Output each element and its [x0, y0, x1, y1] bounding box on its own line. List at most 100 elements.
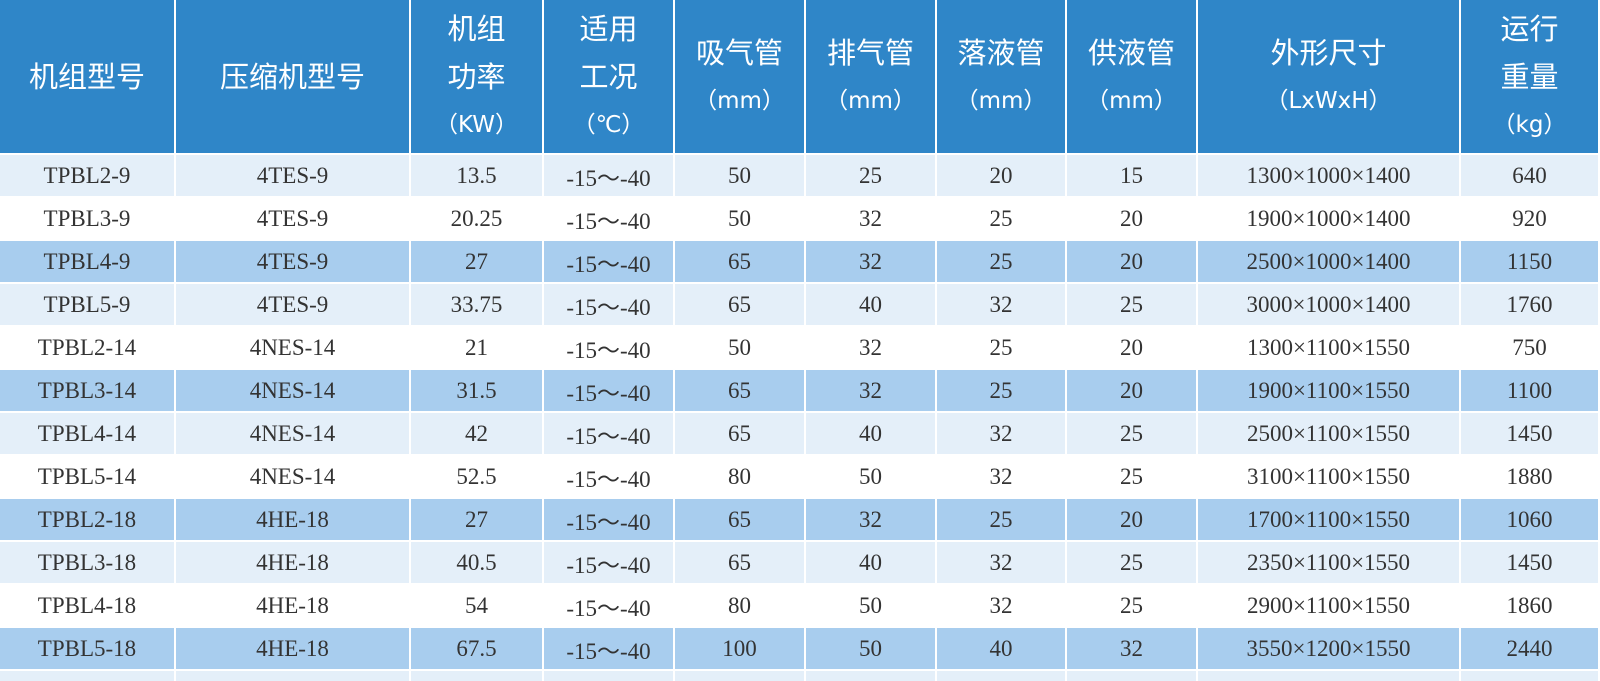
table-cell: 25 [1067, 284, 1196, 325]
table-cell: -15～-40 [544, 413, 673, 454]
table-cell: 4TES-9 [176, 155, 409, 196]
header-cell: 机组 功率 （KW） [411, 0, 542, 153]
table-cell: 67.5 [411, 628, 542, 669]
header-text: 机组 [447, 11, 506, 46]
table-cell: 1100 [1461, 370, 1598, 411]
table-cell: 42 [411, 413, 542, 454]
table-cell: 4HE-18 [176, 542, 409, 583]
table-cell: 40 [806, 284, 935, 325]
table-cell: 20 [1067, 198, 1196, 239]
table-cell: -15～-40 [544, 585, 673, 626]
table-cell: 80 [675, 585, 804, 626]
table-cell: 20 [1067, 241, 1196, 282]
header-text: （kg） [1492, 111, 1567, 138]
table-cell: 54 [411, 585, 542, 626]
header-text: 排气管 [826, 35, 914, 70]
table-cell: 50 [806, 585, 935, 626]
table-cell: TPBL2-14 [0, 327, 174, 368]
table-cell: 32 [806, 370, 935, 411]
table-cell [806, 671, 935, 681]
table-cell: 4TES-9 [176, 198, 409, 239]
table-cell: 920 [1461, 198, 1598, 239]
header-text: （mm） [825, 87, 916, 114]
table-cell: 20 [1067, 370, 1196, 411]
table-cell: 100 [675, 628, 804, 669]
table-cell: 2440 [1461, 628, 1598, 669]
table-cell: TPBL2-9 [0, 155, 174, 196]
table-cell: -15～-40 [544, 628, 673, 669]
table-cell: 20 [1067, 499, 1196, 540]
table-cell: 65 [675, 370, 804, 411]
table-cell: 4TES-9 [176, 241, 409, 282]
table-cell: 3000×1000×1400 [1198, 284, 1459, 325]
table-cell: 1900×1100×1550 [1198, 370, 1459, 411]
table-cell: 4HE-18 [176, 585, 409, 626]
table-cell: 20.25 [411, 198, 542, 239]
table-cell: 33.75 [411, 284, 542, 325]
table-cell: -15～-40 [544, 198, 673, 239]
table-cell: 27 [411, 241, 542, 282]
header-cell: 外形尺寸 （LxWxH） [1198, 0, 1459, 153]
table-cell: 1700×1100×1550 [1198, 499, 1459, 540]
table-cell: 32 [937, 585, 1065, 626]
table-cell: 50 [806, 456, 935, 497]
table-cell: 25 [937, 198, 1065, 239]
table-cell: 32 [937, 456, 1065, 497]
header-cell: 落液管 （mm） [937, 0, 1065, 153]
table-cell: -15～-40 [544, 499, 673, 540]
table-cell: 40.5 [411, 542, 542, 583]
table-cell: TPBL3-14 [0, 370, 174, 411]
table-cell [1461, 671, 1598, 681]
table-cell: 65 [675, 413, 804, 454]
table-cell: 25 [1067, 413, 1196, 454]
table-cell: 3100×1100×1550 [1198, 456, 1459, 497]
table-cell: 25 [937, 370, 1065, 411]
table-cell: TPBL3-18 [0, 542, 174, 583]
table-cell: 32 [806, 327, 935, 368]
table-cell: 4NES-14 [176, 456, 409, 497]
table-cell: 1450 [1461, 413, 1598, 454]
table-cell: -15～-40 [544, 284, 673, 325]
header-text: 供液管 [1087, 35, 1175, 70]
table-cell: 1760 [1461, 284, 1598, 325]
header-text: 运行 [1500, 11, 1559, 46]
table-cell: 50 [675, 155, 804, 196]
table-cell: 13.5 [411, 155, 542, 196]
header-text: 工况 [579, 59, 638, 94]
header-cell: 适用 工况 （℃） [544, 0, 673, 153]
table-cell [0, 671, 174, 681]
table-cell: 25 [806, 155, 935, 196]
table-cell: TPBL5-9 [0, 284, 174, 325]
table-cell: -15～-40 [544, 327, 673, 368]
table-cell: -15～-40 [544, 241, 673, 282]
table-cell: 40 [937, 628, 1065, 669]
table-cell: 40 [806, 413, 935, 454]
table-cell: 25 [1067, 456, 1196, 497]
table-cell: 32 [937, 413, 1065, 454]
table-cell: 2350×1100×1550 [1198, 542, 1459, 583]
table-cell: 32 [937, 542, 1065, 583]
table-cell: 20 [1067, 327, 1196, 368]
table-cell: 4NES-14 [176, 370, 409, 411]
header-text: （mm） [1086, 87, 1177, 114]
table-cell: 750 [1461, 327, 1598, 368]
header-cell: 压缩机型号 [176, 0, 409, 153]
table-cell: 4HE-18 [176, 628, 409, 669]
table-cell: 21 [411, 327, 542, 368]
table-cell: TPBL3-9 [0, 198, 174, 239]
table-cell: 32 [937, 284, 1065, 325]
table-cell: 1060 [1461, 499, 1598, 540]
table-cell: 32 [806, 198, 935, 239]
header-text: 吸气管 [695, 35, 783, 70]
table-cell: 4NES-14 [176, 327, 409, 368]
table-cell: 2500×1000×1400 [1198, 241, 1459, 282]
header-text: 机组型号 [28, 59, 145, 94]
table-cell: TPBL4-9 [0, 241, 174, 282]
table-cell: 50 [806, 628, 935, 669]
table-cell: 31.5 [411, 370, 542, 411]
table-cell: 27 [411, 499, 542, 540]
table-cell: -15～-40 [544, 542, 673, 583]
table-cell: 80 [675, 456, 804, 497]
header-text: （LxWxH） [1265, 87, 1392, 114]
table-cell: 4NES-14 [176, 413, 409, 454]
